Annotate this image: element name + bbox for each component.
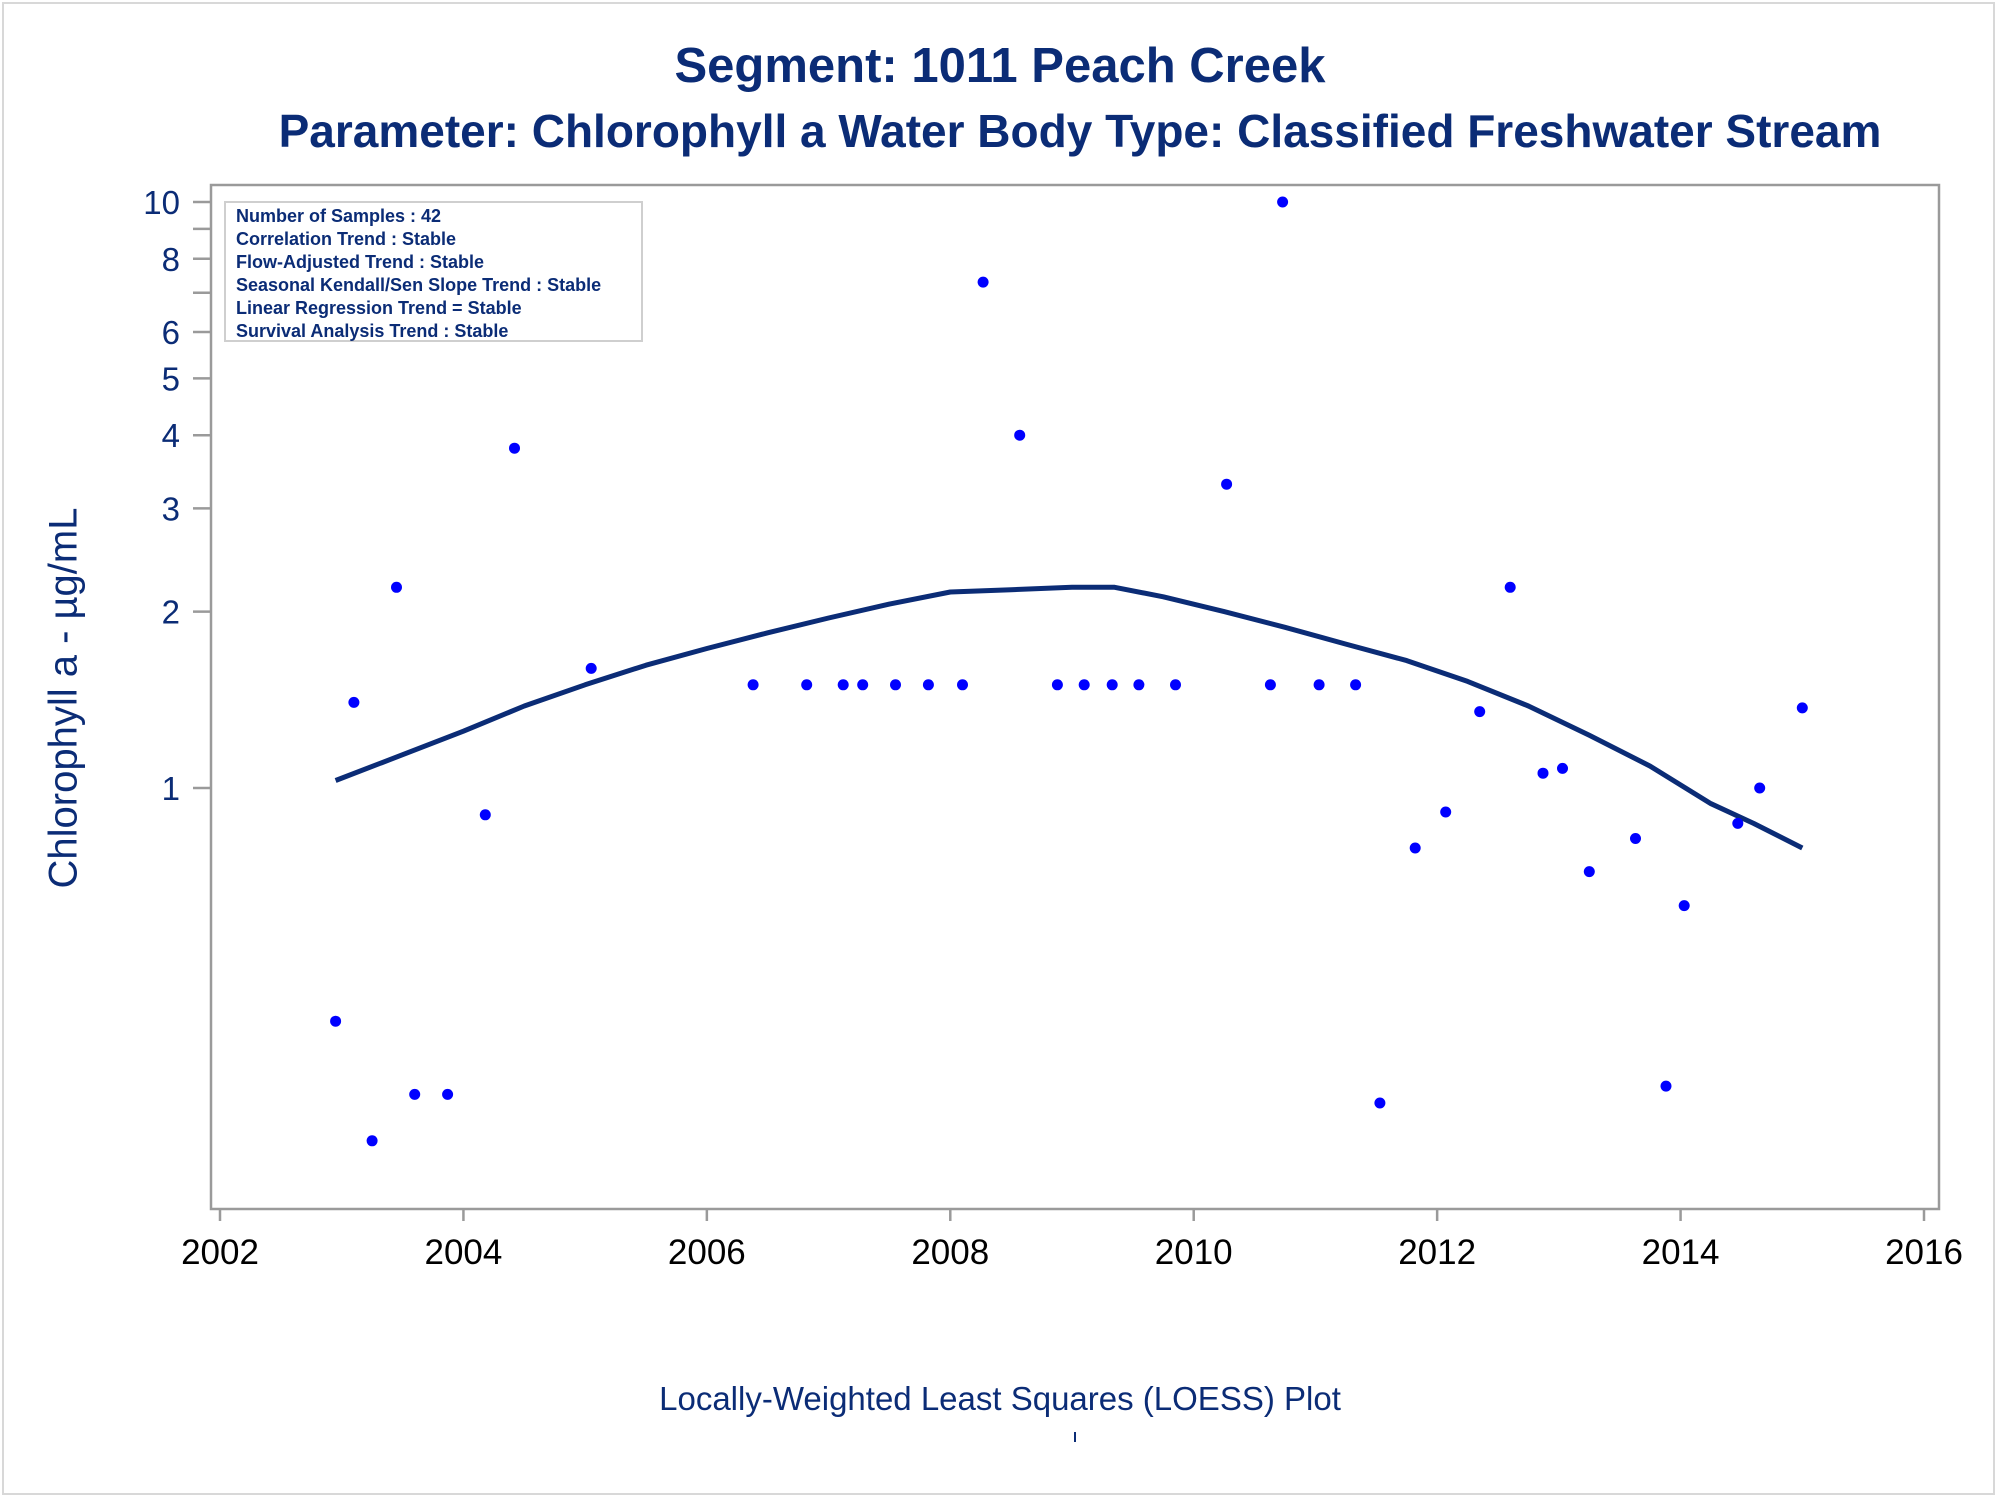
x-axis-label: Locally-Weighted Least Squares (LOESS) P… [659,1380,1341,1417]
data-point [1313,679,1325,691]
sample-points [330,196,1808,1147]
data-point [857,679,869,691]
data-point [1014,429,1026,441]
x-tick-label: 2008 [911,1233,989,1272]
data-point [1583,866,1595,878]
data-point [1557,762,1568,774]
x-tick-label: 2014 [1642,1233,1720,1272]
data-point [1732,817,1744,829]
data-point [1106,679,1118,691]
data-point [1440,806,1452,818]
stat-survival: Survival Analysis Trend : Stable [236,321,509,341]
footnote-mark [1074,1432,1076,1442]
data-point [1660,1080,1672,1092]
x-axis: 2002 2004 2006 2008 2010 2012 2014 2016 [181,1209,1963,1272]
data-point [1264,679,1276,691]
data-point [1374,1097,1386,1109]
y-tick-label: 2 [162,594,180,631]
data-point [509,442,520,454]
x-tick-label: 2010 [1155,1233,1233,1272]
stat-flow-adjusted: Flow-Adjusted Trend : Stable [236,252,485,272]
y-axis: 1 2 3 4 5 6 8 10 [143,184,211,807]
x-tick-label: 2012 [1398,1233,1476,1272]
data-point [585,662,597,674]
data-point [801,679,813,691]
data-point [1277,196,1289,208]
stat-linear-regression: Linear Regression Trend = Stable [236,298,522,318]
chart-title: Segment: 1011 Peach Creek [674,39,1326,93]
data-point [1170,679,1181,691]
y-tick-label: 4 [162,417,180,454]
data-point [1051,679,1063,691]
data-point [957,679,968,691]
y-tick-label: 8 [162,241,180,278]
data-point [1504,581,1516,593]
stats-box: Number of Samples : 42 Correlation Trend… [224,201,643,342]
data-point [1221,478,1233,490]
stat-correlation: Correlation Trend : Stable [236,229,457,249]
stat-seasonal-kendall: Seasonal Kendall/Sen Slope Trend : Stabl… [236,275,602,295]
data-point [1754,782,1766,794]
chart-subtitle: Parameter: Chlorophyll a Water Body Type… [278,105,1882,157]
y-tick-label: 10 [143,184,180,221]
y-tick-label: 3 [162,490,180,527]
y-tick-label: 6 [162,314,180,351]
y-tick-label: 1 [162,770,180,807]
data-point [837,679,849,691]
data-point [1133,679,1145,691]
data-point [1678,900,1690,912]
x-tick-label: 2002 [181,1233,259,1272]
data-point [747,679,759,691]
data-point [348,696,360,708]
data-point [442,1088,454,1100]
data-point [1078,679,1090,691]
data-point [1474,706,1486,718]
y-tick-label: 5 [162,360,180,397]
data-point [409,1088,421,1100]
data-point [1796,702,1808,714]
data-point [330,1015,342,1027]
x-tick-label: 2006 [668,1233,746,1272]
stat-samples: Number of Samples : 42 [236,206,442,226]
data-point [977,276,989,288]
data-point [1409,842,1421,854]
data-point [1537,767,1549,779]
data-point [479,809,491,821]
plot-area-border [209,183,1941,1211]
data-point [391,581,402,593]
data-point [922,679,934,691]
data-point [366,1135,378,1147]
x-tick-label: 2016 [1885,1233,1963,1272]
data-point [1350,679,1362,691]
data-point [1630,833,1641,844]
data-point [890,679,901,691]
loess-curve [334,584,1804,851]
loess-line [334,584,1804,851]
x-tick-label: 2004 [424,1233,502,1272]
